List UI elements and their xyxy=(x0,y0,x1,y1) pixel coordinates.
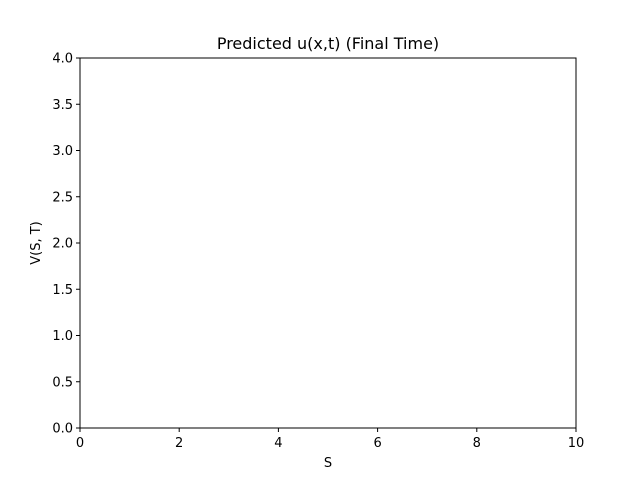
y-tick-label: 1.0 xyxy=(52,329,73,344)
x-axis-label: S xyxy=(324,456,332,471)
y-tick-label: 3.5 xyxy=(52,98,73,113)
x-tick-label: 0 xyxy=(76,436,84,451)
y-tick-label: 0.5 xyxy=(52,375,73,390)
y-tick-label: 2.5 xyxy=(52,190,73,205)
y-tick-label: 0.0 xyxy=(52,422,73,437)
y-axis-label: V(S, T) xyxy=(29,221,44,265)
x-tick-label: 10 xyxy=(568,436,585,451)
x-tick-label: 6 xyxy=(373,436,381,451)
x-tick-label: 8 xyxy=(473,436,481,451)
x-tick-label: 4 xyxy=(274,436,282,451)
x-axis-ticks: 0 2 4 6 8 10 xyxy=(76,428,584,451)
y-tick-label: 2.0 xyxy=(52,237,73,252)
y-axis-ticks: 0.0 0.5 1.0 1.5 2.0 2.5 3.0 3.5 4.0 xyxy=(52,52,80,437)
chart-title: Predicted u(x,t) (Final Time) xyxy=(217,34,439,53)
x-tick-label: 2 xyxy=(175,436,183,451)
y-tick-label: 4.0 xyxy=(52,52,73,67)
y-tick-label: 1.5 xyxy=(52,283,73,298)
y-tick-label: 3.0 xyxy=(52,144,73,159)
